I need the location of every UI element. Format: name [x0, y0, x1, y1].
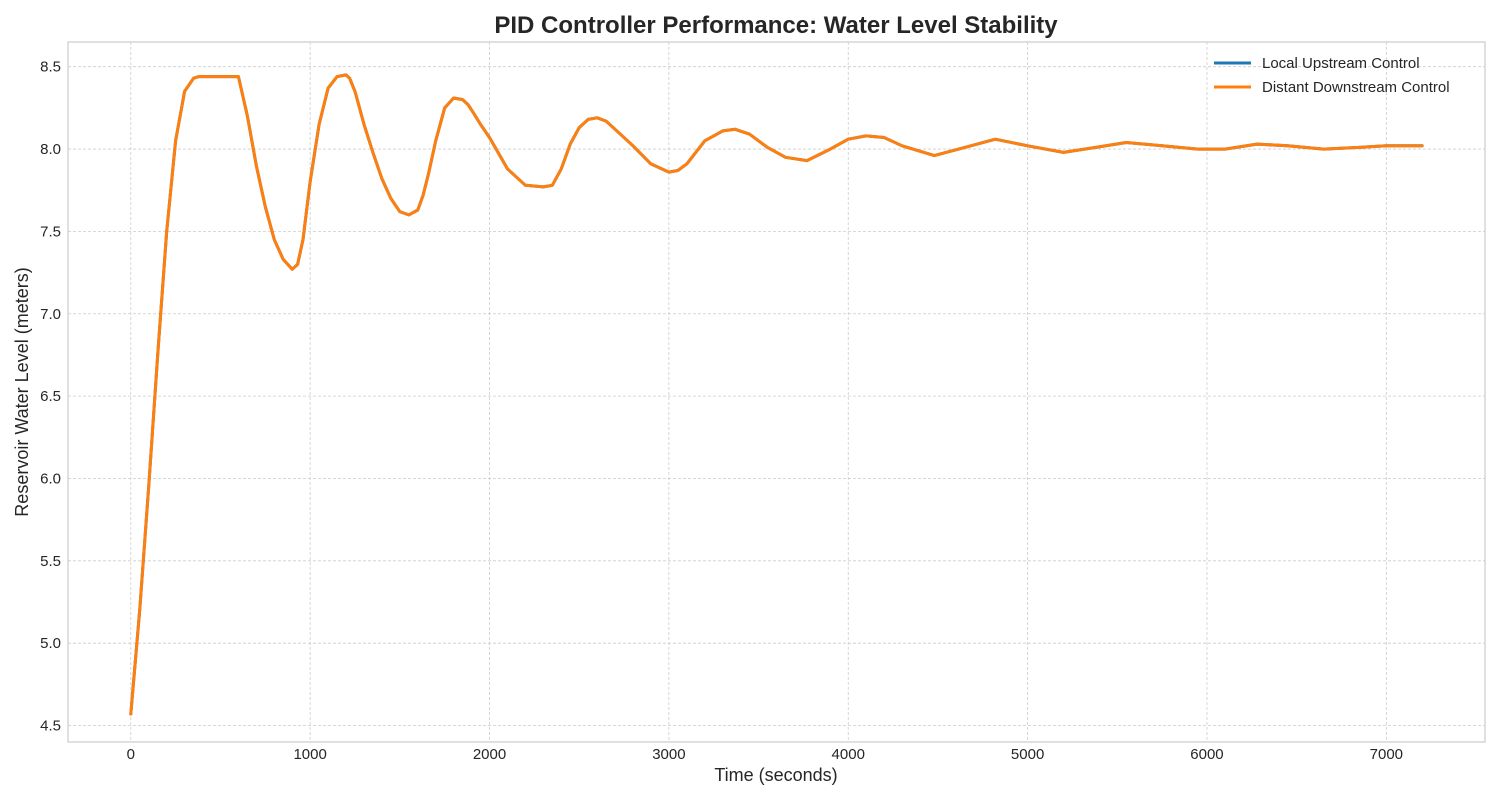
legend: Local Upstream Control Distant Downstream…	[1214, 55, 1450, 96]
y-tick-label: 8.0	[40, 141, 61, 158]
y-axis-ticks: 4.5 5.0 5.5 6.0 6.5 7.0 7.5 8.0 8.5	[40, 59, 61, 735]
x-tick-label: 7000	[1370, 746, 1403, 763]
y-tick-label: 7.5	[40, 223, 61, 240]
x-tick-label: 5000	[1011, 746, 1044, 763]
series-line-distant-downstream-control	[129, 73, 1424, 716]
x-tick-label: 4000	[832, 746, 865, 763]
y-tick-label: 8.5	[40, 59, 61, 76]
x-tick-label: 1000	[293, 746, 326, 763]
chart-title: PID Controller Performance: Water Level …	[494, 12, 1058, 39]
x-axis-label: Time (seconds)	[714, 765, 837, 785]
series-line-local-upstream-control	[129, 73, 1424, 716]
y-tick-label: 4.5	[40, 718, 61, 735]
x-tick-label: 2000	[473, 746, 506, 763]
y-axis-label: Reservoir Water Level (meters)	[12, 267, 32, 516]
y-tick-label: 5.5	[40, 553, 61, 570]
y-tick-label: 6.0	[40, 470, 61, 487]
x-tick-label: 6000	[1190, 746, 1223, 763]
x-axis-ticks: 0 1000 2000 3000 4000 5000 6000 7000	[127, 746, 1403, 763]
plot-area-frame	[67, 41, 1486, 743]
legend-label: Local Upstream Control	[1262, 55, 1420, 72]
x-tick-label: 0	[127, 746, 135, 763]
series-lines	[129, 73, 1424, 716]
y-tick-label: 6.5	[40, 388, 61, 405]
grid	[68, 42, 1485, 742]
x-tick-label: 3000	[652, 746, 685, 763]
legend-label: Distant Downstream Control	[1262, 79, 1450, 96]
y-tick-label: 5.0	[40, 635, 61, 652]
y-tick-label: 7.0	[40, 306, 61, 323]
